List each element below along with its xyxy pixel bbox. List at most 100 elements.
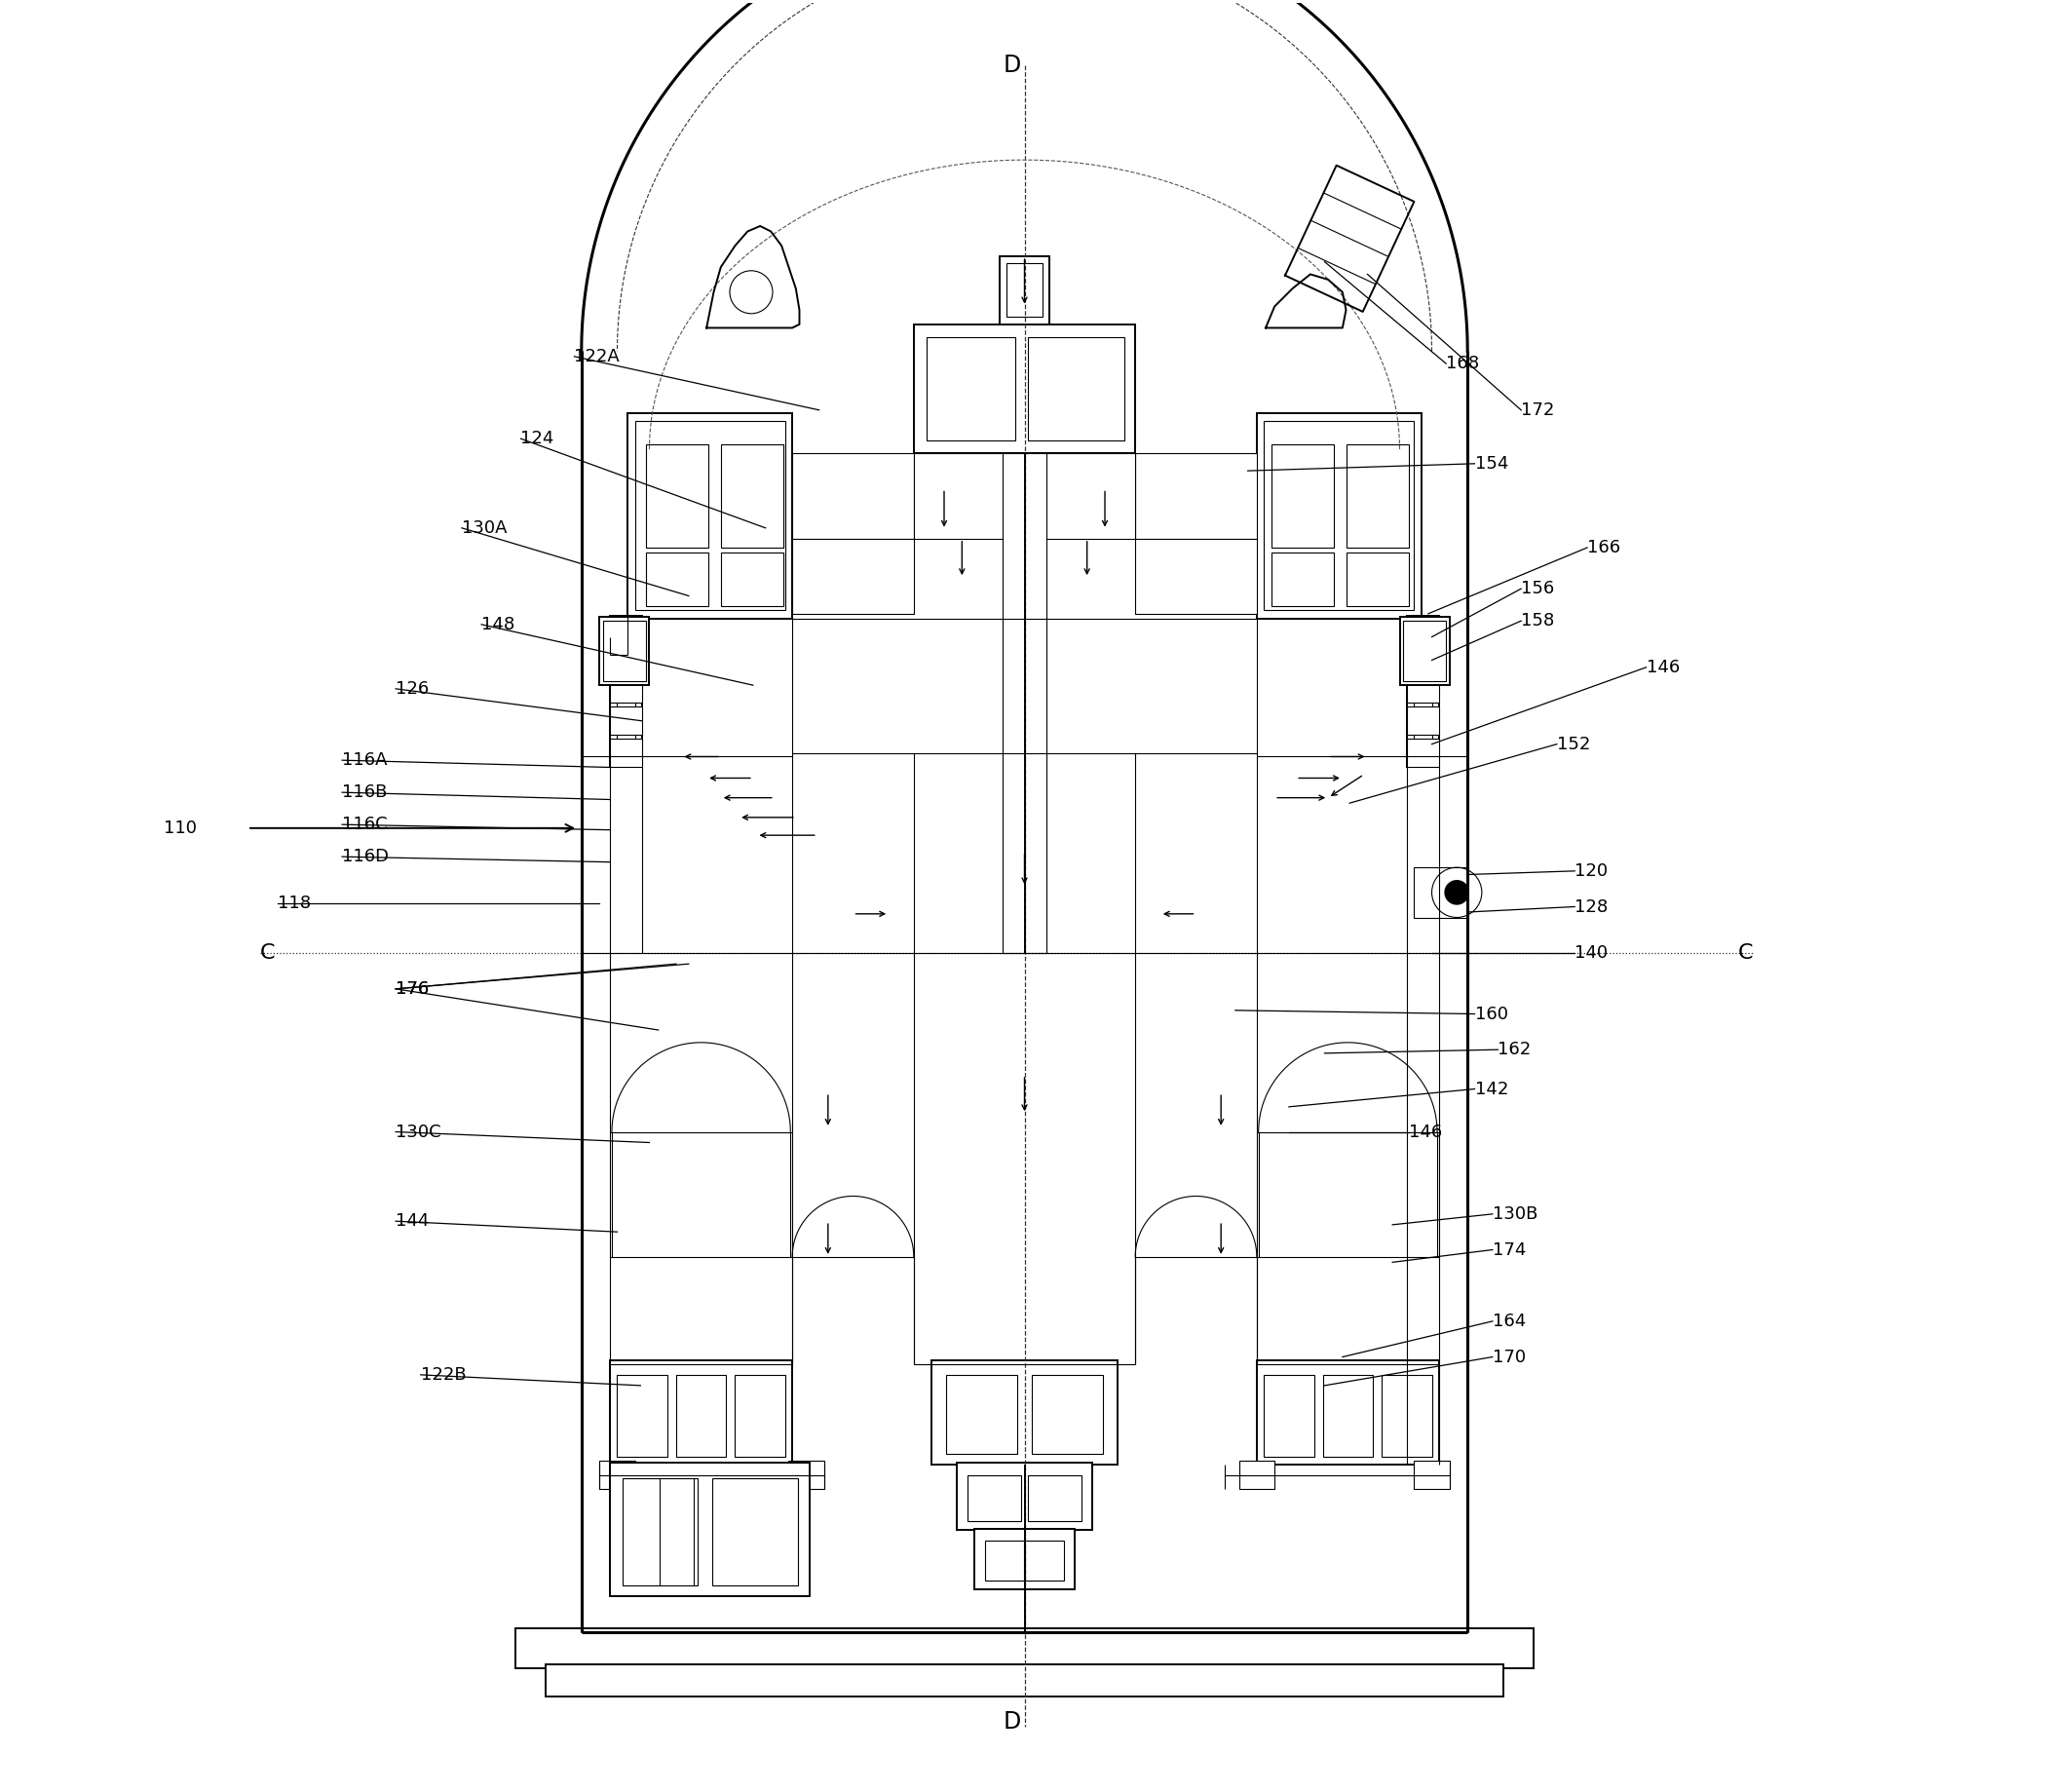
Bar: [516, 1629, 1533, 1668]
Bar: [1135, 453, 1256, 539]
Bar: [947, 1374, 1018, 1453]
Text: 120: 120: [1576, 862, 1608, 880]
Bar: [600, 616, 650, 685]
Text: 158: 158: [1520, 613, 1555, 629]
Bar: [602, 620, 645, 681]
Bar: [914, 453, 1135, 539]
Bar: [914, 324, 1135, 453]
Bar: [1264, 1374, 1313, 1457]
Bar: [611, 738, 641, 767]
Text: 116C: 116C: [342, 815, 387, 833]
Bar: [545, 1665, 1504, 1697]
Bar: [1408, 738, 1438, 767]
Bar: [721, 444, 783, 548]
Bar: [1408, 706, 1438, 735]
Text: 166: 166: [1588, 539, 1621, 556]
Bar: [1414, 622, 1432, 760]
Bar: [611, 706, 641, 735]
Text: 116A: 116A: [342, 751, 387, 769]
Bar: [1029, 1475, 1082, 1521]
Text: 122A: 122A: [574, 348, 621, 366]
Text: 118: 118: [279, 894, 311, 912]
Text: D: D: [1004, 1710, 1020, 1733]
Bar: [1324, 1374, 1373, 1457]
Text: 152: 152: [1557, 735, 1590, 753]
Bar: [1029, 337, 1125, 441]
Bar: [926, 337, 1016, 441]
Text: 162: 162: [1498, 1041, 1531, 1059]
Bar: [1408, 615, 1438, 767]
Text: 176: 176: [395, 980, 428, 998]
Bar: [1024, 1541, 1063, 1581]
Bar: [1408, 674, 1438, 702]
Bar: [932, 1360, 1117, 1464]
Bar: [627, 414, 793, 618]
Text: 154: 154: [1475, 455, 1508, 473]
Bar: [600, 1460, 635, 1489]
Bar: [1000, 256, 1049, 324]
Bar: [1270, 444, 1334, 548]
Text: 126: 126: [395, 679, 428, 697]
Bar: [1270, 554, 1334, 606]
Text: 110: 110: [164, 819, 197, 837]
Circle shape: [1445, 880, 1469, 905]
Bar: [957, 1462, 1092, 1530]
Text: 146: 146: [1645, 658, 1680, 676]
Text: 116D: 116D: [342, 848, 389, 866]
Bar: [793, 453, 914, 539]
Bar: [1399, 616, 1449, 685]
Text: 122B: 122B: [420, 1366, 465, 1383]
Text: 174: 174: [1492, 1242, 1527, 1258]
Bar: [645, 554, 709, 606]
Bar: [1031, 1374, 1102, 1453]
Bar: [645, 444, 709, 548]
Text: 176: 176: [395, 980, 428, 998]
Bar: [1381, 1374, 1432, 1457]
Bar: [623, 1478, 697, 1586]
Text: 116B: 116B: [342, 783, 387, 801]
Bar: [967, 1475, 1020, 1521]
Bar: [617, 1374, 668, 1457]
Bar: [1346, 444, 1408, 548]
Bar: [789, 1460, 824, 1489]
Text: 128: 128: [1576, 898, 1608, 916]
Bar: [611, 642, 641, 670]
Text: 146: 146: [1408, 1124, 1442, 1140]
Bar: [1240, 1460, 1274, 1489]
Bar: [635, 421, 785, 609]
Text: 142: 142: [1475, 1081, 1508, 1098]
Bar: [1408, 642, 1438, 670]
Text: 170: 170: [1492, 1348, 1527, 1366]
Text: 140: 140: [1576, 944, 1608, 962]
Bar: [1264, 421, 1414, 609]
Text: 130A: 130A: [461, 520, 506, 538]
Text: 130B: 130B: [1492, 1206, 1537, 1222]
Bar: [711, 1478, 797, 1586]
Text: 156: 156: [1520, 581, 1555, 597]
Text: 144: 144: [395, 1213, 428, 1229]
Bar: [611, 615, 641, 767]
Text: C: C: [260, 943, 275, 962]
Text: 160: 160: [1475, 1005, 1508, 1023]
Bar: [617, 622, 635, 760]
Bar: [1346, 554, 1408, 606]
Text: 148: 148: [482, 616, 514, 633]
Bar: [975, 1529, 1074, 1590]
Text: D: D: [1004, 54, 1020, 77]
Bar: [721, 554, 783, 606]
Bar: [676, 1374, 725, 1457]
Bar: [793, 539, 914, 613]
Bar: [1256, 414, 1422, 618]
Bar: [986, 1541, 1024, 1581]
Text: 164: 164: [1492, 1312, 1527, 1330]
Bar: [1414, 867, 1467, 918]
Bar: [1135, 539, 1256, 613]
Text: 124: 124: [520, 430, 553, 448]
Text: 168: 168: [1447, 355, 1479, 373]
Bar: [1414, 1460, 1449, 1489]
Bar: [736, 1374, 785, 1457]
Bar: [611, 1360, 793, 1464]
Bar: [1006, 263, 1043, 317]
Bar: [1004, 453, 1045, 953]
Bar: [1404, 620, 1447, 681]
